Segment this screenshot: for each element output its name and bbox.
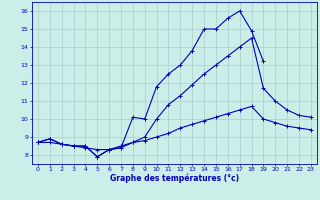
X-axis label: Graphe des températures (°c): Graphe des températures (°c): [110, 174, 239, 183]
